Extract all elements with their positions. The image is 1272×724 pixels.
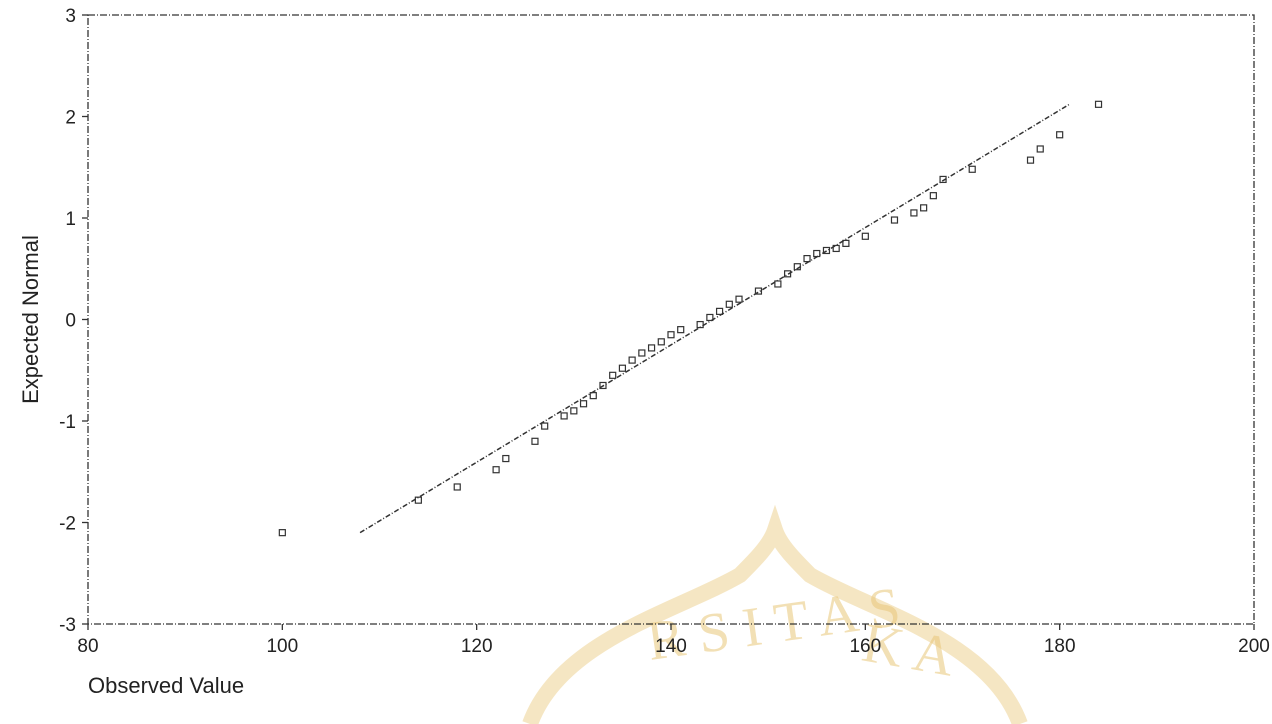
data-point — [803, 255, 811, 263]
y-tick-label: 2 — [65, 108, 76, 129]
data-point — [774, 280, 782, 288]
data-point — [531, 437, 539, 445]
y-tick-label: 0 — [65, 311, 76, 332]
y-tick-label: -3 — [59, 615, 76, 636]
data-point — [832, 244, 840, 253]
y-axis-title: Expected Normal — [18, 235, 43, 404]
y-tick-label: 3 — [65, 6, 76, 27]
data-point — [502, 454, 510, 463]
x-tick-label: 200 — [1238, 636, 1270, 657]
data-point — [599, 381, 607, 390]
y-tick-label: -1 — [59, 412, 76, 433]
x-axis-title: Observed Value — [88, 673, 244, 698]
data-point — [783, 270, 792, 278]
x-tick-label: 120 — [461, 636, 493, 657]
x-tick-label: 80 — [77, 636, 98, 657]
data-point — [414, 496, 422, 504]
data-point — [570, 407, 578, 415]
data-point — [929, 192, 937, 200]
data-point — [813, 249, 821, 258]
data-point — [939, 175, 947, 184]
y-tick-label: 1 — [65, 209, 76, 230]
data-point — [609, 371, 617, 379]
data-point — [589, 392, 597, 400]
data-point — [793, 263, 801, 271]
data-point — [579, 400, 588, 408]
data-point — [754, 287, 763, 295]
x-tick-label: 180 — [1044, 636, 1076, 657]
data-point — [968, 165, 976, 173]
data-point — [677, 326, 685, 334]
x-tick-label: 100 — [266, 636, 298, 657]
data-point — [706, 313, 714, 322]
data-points — [278, 100, 1103, 537]
data-point — [638, 349, 646, 357]
data-point — [618, 364, 627, 372]
data-point — [657, 338, 665, 346]
data-point — [628, 356, 636, 364]
data-point — [842, 239, 850, 247]
watermark-arch — [522, 504, 1028, 724]
data-point — [715, 307, 724, 315]
reference-line — [359, 103, 1070, 534]
data-point — [1094, 100, 1103, 108]
data-point — [910, 209, 918, 217]
data-point — [647, 344, 656, 352]
data-point — [822, 246, 831, 255]
data-point — [560, 412, 568, 420]
data-point — [278, 529, 286, 537]
watermark: R S I T A S K A — [522, 504, 1028, 724]
data-point — [735, 295, 743, 303]
y-tick-label: -2 — [59, 514, 76, 535]
data-point — [492, 466, 500, 474]
data-point — [1026, 156, 1035, 164]
data-point — [861, 232, 869, 240]
data-point — [725, 300, 733, 308]
plot-frame — [87, 14, 1255, 625]
data-point — [696, 320, 704, 329]
x-tick-label: 140 — [655, 636, 687, 657]
data-point — [541, 422, 549, 430]
data-point — [1056, 131, 1064, 139]
x-axis: 80 100 120 140 160 180 200 — [77, 624, 1270, 657]
x-tick-label: 160 — [849, 636, 881, 657]
data-point — [1036, 145, 1044, 153]
data-point — [453, 483, 461, 491]
data-point — [920, 204, 928, 212]
data-point — [890, 216, 899, 224]
y-axis: -3 -2 -1 0 1 2 3 — [59, 6, 88, 636]
data-point — [667, 331, 675, 339]
